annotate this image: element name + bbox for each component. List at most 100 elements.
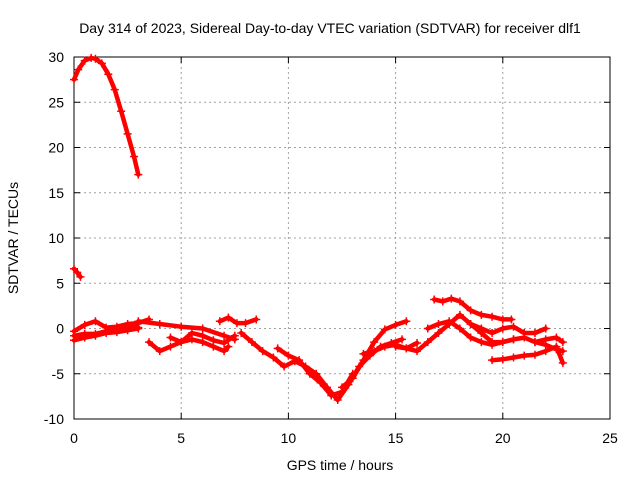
data-point — [455, 297, 464, 306]
data-point — [558, 358, 567, 367]
x-tick-label: 25 — [602, 430, 618, 446]
data-point — [187, 329, 196, 338]
data-point — [380, 325, 389, 334]
data-point — [402, 317, 411, 326]
data-point — [284, 351, 293, 360]
data-point — [198, 331, 207, 340]
x-tick-labels: 0 5 10 15 20 25 — [70, 430, 618, 446]
data-point — [402, 344, 411, 353]
data-point — [209, 336, 218, 345]
data-point — [280, 362, 289, 371]
data-point — [488, 340, 497, 349]
y-tick-label: 15 — [48, 185, 64, 201]
data-point — [498, 338, 507, 347]
data-point — [224, 313, 233, 322]
series-arc-short — [70, 264, 85, 281]
data-point — [434, 329, 443, 338]
y-tick-labels: -10 -5 0 5 10 15 20 25 30 — [44, 49, 64, 427]
data-point — [166, 333, 175, 342]
data-point — [488, 356, 497, 365]
series-arc-high — [70, 53, 143, 179]
data-point — [447, 294, 456, 303]
data-point — [198, 324, 207, 333]
chart-title: Day 314 of 2023, Sidereal Day-to-day VTE… — [79, 20, 581, 36]
series-arc-h — [237, 329, 407, 404]
data-point — [507, 315, 516, 324]
data-point — [123, 322, 132, 331]
x-axis-label: GPS time / hours — [287, 457, 394, 473]
data-point — [110, 85, 119, 94]
data-point — [558, 347, 567, 356]
data-point — [380, 342, 389, 351]
data-point — [80, 329, 89, 338]
data-point — [123, 129, 132, 138]
data-point — [477, 324, 486, 333]
y-tick-label: -5 — [52, 366, 65, 382]
data-point — [541, 324, 550, 333]
y-tick-label: 20 — [48, 140, 64, 156]
data-point — [76, 272, 85, 281]
data-point — [237, 329, 246, 338]
data-point — [91, 317, 100, 326]
data-point — [498, 315, 507, 324]
data-point — [423, 324, 432, 333]
series-arc-m — [423, 317, 518, 349]
y-tick-label: 5 — [56, 275, 64, 291]
data-point — [455, 324, 464, 333]
data-point — [541, 340, 550, 349]
data-point — [80, 320, 89, 329]
series-line — [532, 339, 566, 354]
data-point — [438, 297, 447, 306]
data-point — [370, 347, 379, 356]
data-point — [220, 338, 229, 347]
series-line — [217, 315, 259, 326]
data-point — [434, 319, 443, 328]
data-point — [80, 56, 89, 65]
data-point — [215, 317, 224, 326]
series-line — [238, 330, 405, 403]
data-point — [530, 329, 539, 338]
data-point — [241, 319, 250, 328]
data-point — [112, 326, 121, 335]
data-point — [220, 347, 229, 356]
data-point — [177, 322, 186, 331]
x-tick-label: 10 — [281, 430, 297, 446]
data-point — [327, 391, 336, 400]
data-point — [430, 295, 439, 304]
data-point — [466, 333, 475, 342]
data-point — [74, 65, 83, 74]
data-point — [509, 335, 518, 344]
data-point — [398, 335, 407, 344]
series-arc-f — [166, 329, 239, 347]
data-point — [509, 322, 518, 331]
data-point — [220, 331, 229, 340]
x-tick-label: 20 — [495, 430, 511, 446]
data-point — [333, 395, 342, 404]
data-point — [273, 344, 282, 353]
data-point — [498, 355, 507, 364]
y-tick-label: 25 — [48, 94, 64, 110]
series-arc-p — [488, 342, 567, 367]
data-point — [269, 353, 278, 362]
data-point — [338, 383, 346, 392]
x-tick-label: 15 — [388, 430, 404, 446]
y-axis-label: SDTVAR / TECUs — [5, 182, 21, 294]
data-point — [87, 53, 96, 62]
data-point — [230, 331, 239, 340]
data-point — [413, 338, 422, 347]
data-point — [530, 350, 539, 359]
y-tick-label: -10 — [44, 411, 64, 427]
data-point — [391, 342, 400, 351]
grid-lines — [74, 57, 610, 419]
data-point — [445, 317, 454, 326]
data-point — [145, 338, 154, 347]
data-point — [104, 70, 113, 79]
data-point — [413, 347, 422, 356]
data-point — [466, 319, 475, 328]
data-point — [166, 342, 175, 351]
data-point — [252, 315, 261, 324]
data-point — [488, 329, 497, 338]
data-point — [97, 59, 106, 68]
data-point — [477, 310, 486, 319]
